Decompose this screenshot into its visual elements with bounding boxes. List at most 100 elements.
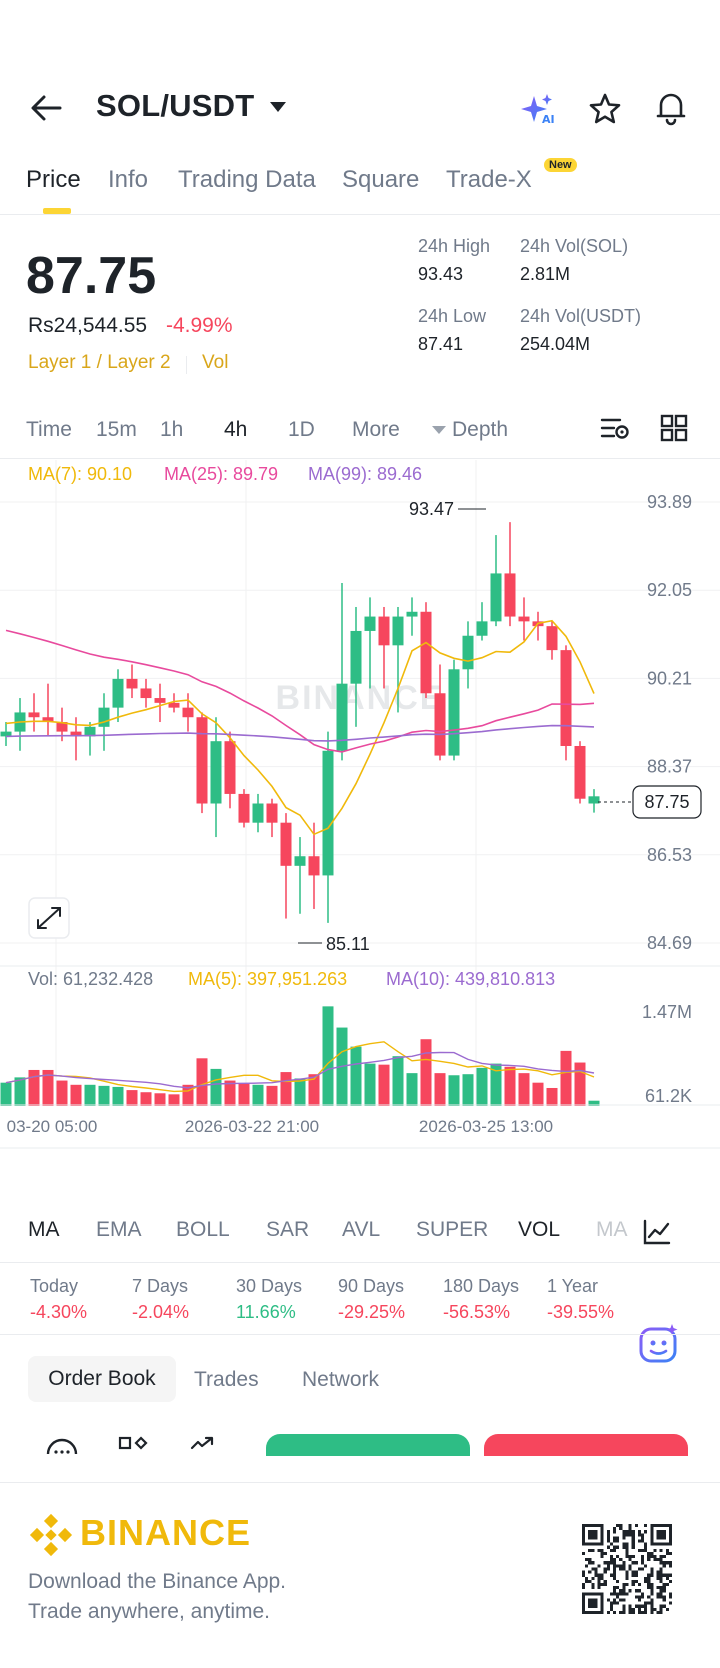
volume-bar (98, 1085, 110, 1106)
interval-4h[interactable]: 4h (224, 418, 248, 441)
volume-label: Vol: 61,232.428 (28, 969, 153, 989)
candle-body (84, 726, 96, 737)
candle-body (378, 616, 390, 646)
interval-1h[interactable]: 1h (160, 418, 184, 441)
indicator-boll[interactable]: BOLL (176, 1218, 230, 1241)
chevron-down-icon[interactable] (270, 102, 286, 112)
volume-bar (224, 1080, 236, 1106)
candle-body (210, 741, 222, 804)
tab-square[interactable]: Square (342, 166, 420, 193)
tab-network[interactable]: Network (302, 1368, 380, 1391)
perf-1y-label: 1 Year (547, 1276, 599, 1296)
convert-icon[interactable] (118, 1434, 150, 1454)
volume-bar (518, 1073, 530, 1106)
vol-axis-min: 61.2K (645, 1086, 692, 1106)
volume-bar (490, 1063, 502, 1106)
candle-body (406, 611, 418, 617)
volume-bar (434, 1073, 446, 1106)
interval-1d[interactable]: 1D (288, 418, 315, 441)
candle-body (434, 693, 446, 756)
tab-price[interactable]: Price (26, 166, 81, 193)
candle-body (70, 731, 82, 737)
bell-icon[interactable] (654, 90, 688, 126)
volume-bar (168, 1094, 180, 1106)
perf-180d-value: -56.53% (443, 1302, 511, 1322)
stat-24h-low-value: 87.41 (418, 334, 464, 354)
volume-bar (140, 1092, 152, 1106)
divider (0, 1482, 720, 1483)
candle-body (518, 616, 530, 622)
volume-bar (504, 1066, 516, 1106)
expand-chart-button[interactable] (28, 897, 70, 939)
perf-1y-value: -39.55% (547, 1302, 615, 1322)
perf-7d-label: 7 Days (132, 1276, 189, 1296)
interval-time[interactable]: Time (26, 418, 72, 441)
candle-body (322, 750, 334, 876)
candle-body (462, 635, 474, 670)
chart-settings-icon[interactable] (600, 414, 630, 442)
indicator-sar[interactable]: SAR (266, 1218, 310, 1241)
indicator-chart-icon[interactable] (642, 1218, 672, 1246)
tab-info[interactable]: Info (108, 166, 149, 193)
candle-body (266, 803, 278, 823)
stat-24h-vol-sol-value: 2.81M (520, 264, 571, 284)
stat-24h-vol-usdt-value: 254.04M (520, 334, 591, 354)
interval-15m[interactable]: 15m (96, 418, 137, 441)
tag-layer[interactable]: Layer 1 / Layer 2 (28, 352, 171, 373)
divider (0, 214, 720, 215)
candle-body (56, 722, 68, 732)
candle-body (546, 626, 558, 651)
volume-bar (154, 1093, 166, 1106)
pair-selector[interactable]: SOL/USDT (96, 88, 255, 123)
candle-body (196, 717, 208, 804)
candle-body (308, 856, 320, 876)
tag-vol[interactable]: Vol (202, 352, 229, 373)
candle-body (0, 731, 12, 737)
candle-body (140, 688, 152, 699)
volume-bar (70, 1084, 82, 1106)
candle-body (336, 683, 348, 751)
chevron-down-icon[interactable] (432, 426, 446, 434)
price-axis-label: 88.37 (647, 757, 692, 777)
indicator-vol[interactable]: VOL (518, 1218, 561, 1241)
more-icon[interactable] (44, 1436, 80, 1456)
time-axis-label: 2026-03-25 13:00 (419, 1117, 553, 1136)
new-badge: New (544, 158, 577, 172)
candles (0, 522, 600, 923)
indicator-avl[interactable]: AVL (342, 1218, 381, 1241)
interval-depth[interactable]: Depth (452, 418, 509, 441)
low-marker: 85.11 (298, 934, 370, 954)
indicator-ema[interactable]: EMA (96, 1218, 142, 1241)
qr-code[interactable] (582, 1524, 672, 1614)
tab-trades[interactable]: Trades (194, 1368, 259, 1391)
candle-body (588, 796, 600, 804)
candle-body (420, 611, 432, 694)
volume-bar (56, 1080, 68, 1106)
volume-bar (406, 1073, 418, 1106)
ma7-legend: MA(7): 90.10 (28, 464, 132, 484)
ma7-line (5, 619, 595, 836)
grid-layout-icon[interactable] (660, 414, 688, 442)
candle-body (112, 678, 124, 708)
low-marker-label: 85.11 (326, 934, 370, 954)
indicator-ma[interactable]: MA (28, 1218, 60, 1241)
indicator-ma-secondary[interactable]: MA (596, 1218, 628, 1241)
share-arrow-icon[interactable] (188, 1434, 220, 1454)
candlestick-chart[interactable]: BINANCE 93.89 92.05 90.21 88.37 86.53 84.69 M… (0, 460, 720, 1180)
volume-bar (378, 1064, 390, 1106)
ai-sparkle-icon[interactable]: AI (520, 92, 556, 126)
back-arrow-icon[interactable] (30, 94, 62, 122)
tab-order-book[interactable]: Order Book (28, 1356, 176, 1402)
interval-more[interactable]: More (352, 418, 400, 441)
volume-bar (420, 1039, 432, 1106)
candle-body (560, 650, 572, 746)
assistant-bot-icon[interactable] (636, 1322, 682, 1368)
volume-bar (196, 1058, 208, 1106)
star-icon[interactable] (588, 92, 622, 126)
volume-bar (392, 1056, 404, 1106)
tab-trading-data[interactable]: Trading Data (178, 166, 316, 193)
perf-today-value: -4.30% (30, 1302, 88, 1322)
current-price-label: 87.75 (644, 792, 689, 812)
indicator-super[interactable]: SUPER (416, 1218, 489, 1241)
tab-trade-x[interactable]: Trade-X (446, 166, 532, 193)
